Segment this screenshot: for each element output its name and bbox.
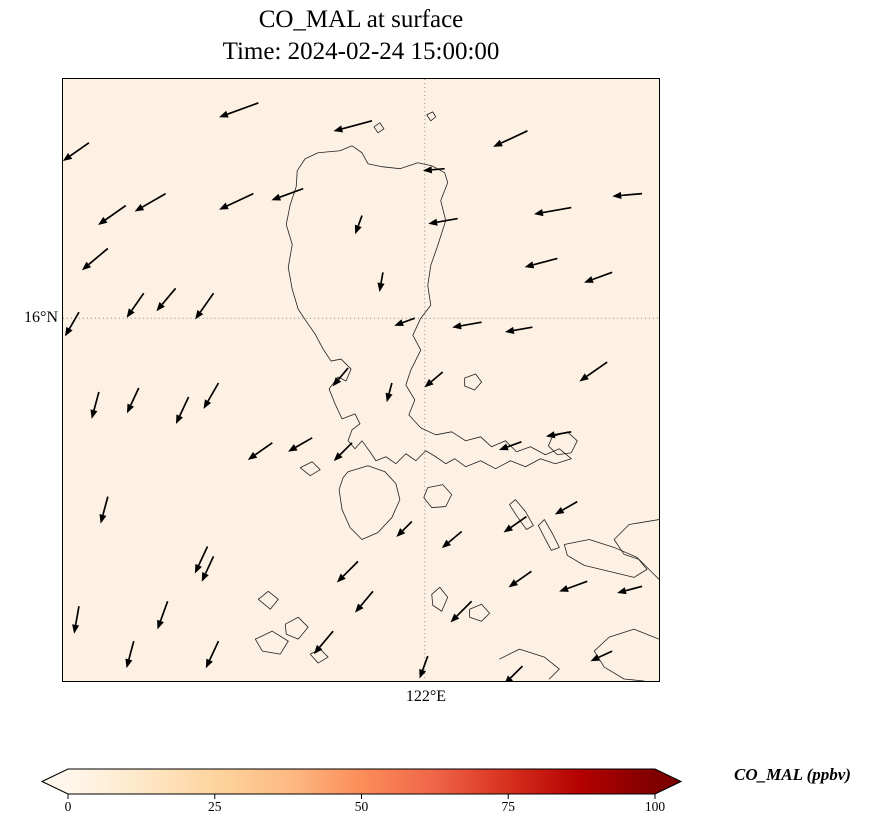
colorbar-canvas: 0 25 50 75 100 xyxy=(40,768,683,814)
map-panel xyxy=(62,78,660,682)
svg-text:75: 75 xyxy=(502,799,516,814)
lat-tick-label: 16°N xyxy=(24,309,58,326)
title-line1: CO_MAL at surface xyxy=(258,6,464,33)
plot-title: CO_MAL at surface Time: 2024-02-24 15:00… xyxy=(62,4,660,68)
colorbar-label: CO_MAL (ppbv) xyxy=(734,765,851,784)
svg-text:25: 25 xyxy=(208,799,222,814)
map-canvas xyxy=(63,79,659,681)
svg-text:100: 100 xyxy=(645,799,666,814)
colorbar: 0 25 50 75 100 xyxy=(40,768,683,814)
title-line2: Time: 2024-02-24 15:00:00 xyxy=(222,38,500,65)
svg-text:50: 50 xyxy=(355,799,369,814)
svg-text:0: 0 xyxy=(65,799,72,814)
lon-tick-label: 122°E xyxy=(405,688,447,705)
